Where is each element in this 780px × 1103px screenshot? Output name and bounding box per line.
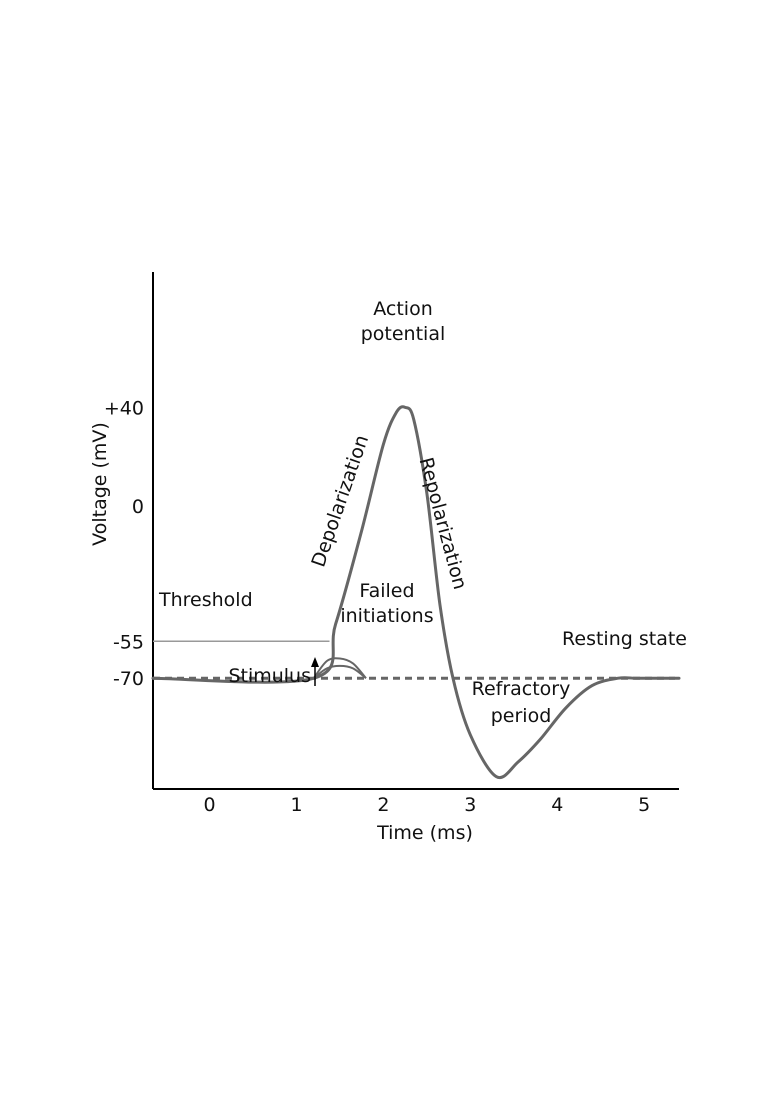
x-tick-label: 0: [203, 794, 215, 816]
y-tick-label: 0: [132, 496, 144, 518]
failed-initiations-label-line1: Failed: [359, 580, 414, 602]
y-tick-label: -70: [113, 668, 144, 690]
x-tick-label: 4: [551, 794, 563, 816]
x-tick-label: 3: [464, 794, 476, 816]
y-tick-label: -55: [113, 631, 144, 653]
refractory-period-label-line2: period: [491, 705, 552, 727]
action-potential-curve: [151, 405, 681, 780]
stimulus-label: Stimulus: [228, 665, 311, 687]
stimulus-arrow-icon: [311, 657, 319, 686]
repolarization-label: Repolarization: [415, 455, 471, 592]
failed-initiation-curve-2: [313, 664, 367, 680]
x-tick-label: 5: [638, 794, 650, 816]
failed-initiation-curve-1: [312, 657, 367, 679]
refractory-period-label-line1: Refractory: [472, 678, 571, 700]
action-potential-label-line1: Action: [373, 298, 433, 320]
depolarization-label: Depolarization: [307, 432, 373, 570]
resting-state-label: Resting state: [562, 628, 687, 650]
y-tick-label: +40: [104, 397, 144, 419]
action-potential-label-line2: potential: [361, 323, 446, 345]
axes: [152, 272, 679, 790]
failed-initiations-label-line2: initiations: [340, 605, 433, 627]
x-tick-labels: 0 1 2 3 4 5: [203, 794, 650, 816]
threshold-label: Threshold: [158, 589, 253, 611]
y-axis-title: Voltage (mV): [89, 422, 111, 546]
x-axis-title: Time (ms): [376, 822, 473, 844]
x-tick-label: 1: [290, 794, 302, 816]
x-tick-label: 2: [377, 794, 389, 816]
y-tick-labels: +40 0 -55 -70: [104, 397, 144, 690]
